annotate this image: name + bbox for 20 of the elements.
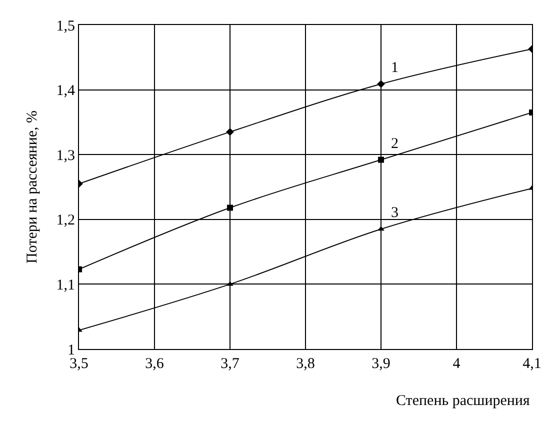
annotation: 2 xyxy=(391,136,398,152)
x-axis-title: Степень расширения xyxy=(396,393,530,409)
y-tick-label: 1,3 xyxy=(56,148,75,164)
x-tick-label: 3,9 xyxy=(372,356,390,372)
x-tick-label: 3,8 xyxy=(296,356,315,372)
annotation: 3 xyxy=(391,205,398,221)
x-tick-label: 3,5 xyxy=(70,356,88,372)
y-tick-label: 1,4 xyxy=(56,83,76,100)
point xyxy=(227,204,233,211)
y-tick-label: 1,1 xyxy=(56,277,75,294)
y-tick-label: 1,2 xyxy=(56,212,75,229)
point xyxy=(378,156,384,163)
y-tick-label: 1,5 xyxy=(56,18,75,34)
x-tick-label: 3,6 xyxy=(145,356,164,372)
annotation: 1 xyxy=(391,60,398,76)
y-tick-label: 1 xyxy=(68,342,75,358)
x-tick-label: 4,1 xyxy=(522,356,542,372)
x-tick-label: 3,7 xyxy=(220,356,240,372)
x-tick-label: 4 xyxy=(452,356,461,372)
y-axis-title: Потери на рассеяние, % xyxy=(24,110,40,264)
